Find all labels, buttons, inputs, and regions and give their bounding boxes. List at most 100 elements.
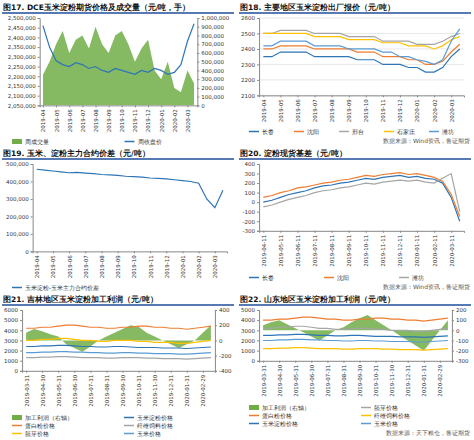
tick: 300,000	[6, 196, 33, 202]
legend: 加工利润（右轴）玉米淀粉价格蛋白粉价格纤维饲料价格胚芽价格玉米价格	[12, 414, 173, 437]
tick-label: 2019-07	[312, 99, 318, 122]
legend-item: 周成交量	[12, 138, 49, 145]
tick-label: 2019-10-31	[136, 375, 142, 407]
tick-label: -100	[243, 209, 256, 215]
tick: 2020-01	[180, 251, 186, 278]
tick-mark	[434, 231, 435, 233]
legend-item: 玉米淀粉-玉米主力合约价差	[12, 284, 99, 291]
tick: -300	[452, 358, 469, 364]
tick: 2020-01-31	[184, 371, 190, 407]
y-axis: -300-200-1000100200300400	[243, 161, 260, 234]
tick-mark	[257, 320, 259, 321]
tick: 2020-01-11	[414, 231, 420, 267]
tick-mark	[197, 79, 199, 80]
tick: 2020-02	[432, 95, 438, 122]
tick-mark	[257, 310, 259, 311]
tick: -200	[243, 219, 259, 225]
tick: 300,000	[197, 76, 224, 82]
tick: 400,000	[6, 179, 33, 185]
legend-swatch	[124, 417, 134, 419]
tick-mark	[38, 57, 40, 58]
tick-mark	[452, 330, 454, 331]
tick-label: 1000	[241, 348, 255, 354]
tick-mark	[199, 251, 200, 253]
tick: 400	[245, 161, 260, 167]
tick: 2019-05	[278, 95, 284, 122]
grid-line	[259, 18, 464, 19]
tick-mark	[215, 310, 217, 311]
tick-label: 2019-12-31	[405, 365, 411, 397]
tick-label: 2500	[241, 31, 255, 37]
tick-mark	[171, 371, 172, 373]
tick-mark	[360, 361, 361, 363]
legend-label: 蛋白粉价格	[25, 422, 55, 429]
tick: 2020-02	[196, 251, 202, 278]
line	[26, 352, 211, 355]
legend-label: 玉米价格	[137, 430, 161, 437]
tick: 500,000	[197, 59, 224, 65]
tick-label: 700,000	[201, 41, 224, 47]
tick: 3000	[4, 338, 22, 344]
tick: -400	[215, 368, 232, 374]
tick-mark	[257, 80, 259, 81]
legend: 玉米淀粉-玉米主力合约价差	[12, 284, 99, 291]
tick-label: 200,000	[201, 85, 224, 91]
legend-item: 沈阳	[324, 274, 349, 281]
tick-mark	[434, 95, 435, 97]
tick-label: 600,000	[201, 50, 224, 56]
tick: 2019-12	[145, 105, 151, 132]
legend-label: 加工利润（右轴）	[25, 414, 73, 422]
tick: 2019-05	[50, 251, 56, 278]
legend-label: 玉米淀粉价格	[137, 414, 173, 421]
tick: 2019-09	[346, 95, 352, 122]
tick: 2019-03-31	[261, 361, 267, 397]
tick-label: 4000	[241, 317, 255, 323]
line	[26, 338, 211, 343]
x-axis: 2019-03-312019-04-302019-05-312019-06-30…	[260, 361, 453, 397]
tick: 2019-08	[99, 251, 105, 278]
tick-mark	[20, 340, 22, 341]
legend: 长春沈阳邢台石家庄潍坊	[249, 128, 454, 135]
tick-mark	[197, 44, 199, 45]
tick-mark	[295, 361, 296, 363]
tick-label: 2019-05-31	[56, 375, 62, 407]
legend-swatch	[294, 131, 304, 133]
tick-mark	[166, 251, 167, 253]
legend-swatch	[324, 277, 334, 279]
legend-item: 加工利润（右轴）	[249, 404, 310, 412]
tick: 2019-06-11	[295, 231, 301, 267]
tick-mark	[37, 251, 38, 253]
tick-label: 2019-12	[145, 109, 151, 132]
tick-mark	[215, 340, 217, 341]
source: 数据来源：Wind资讯，鲁证期货	[383, 137, 470, 145]
legend-item: 蛋白粉价格	[249, 412, 292, 419]
x-axis: 2019-04-112019-05-112019-06-112019-07-11…	[260, 231, 465, 267]
plot-marks	[43, 24, 194, 106]
tick-label: 2019-06-30	[72, 374, 78, 406]
line	[263, 348, 448, 351]
title: 图19. 玉米、淀粉主力合约价差（元/吨）	[3, 148, 150, 158]
tick-label: 2019-09-11	[346, 235, 352, 267]
tick-mark	[38, 76, 40, 77]
tick-label: 2019-08	[329, 99, 335, 122]
tick-label: 2020-02	[196, 255, 202, 278]
tick: -100	[243, 209, 259, 215]
tick-label: 0	[252, 199, 256, 205]
tick-mark	[118, 251, 119, 253]
tick: 2300	[241, 62, 259, 68]
tick-label: 2020-03	[212, 255, 218, 278]
axis-line	[260, 361, 453, 363]
tick: 2500	[241, 31, 259, 37]
legend-label: 潍坊	[412, 274, 424, 281]
tick-mark	[424, 361, 425, 363]
tick: 2019-12-11	[397, 231, 403, 267]
line	[263, 30, 459, 44]
legend-item: 长春	[249, 274, 274, 281]
plot-marks	[26, 325, 211, 359]
tick: 2,350,000	[8, 44, 40, 50]
plot-marks	[37, 169, 223, 207]
legend: 周成交量周收盘价	[12, 138, 162, 145]
legend-swatch	[12, 139, 22, 144]
tick-mark	[257, 193, 259, 194]
tick-mark	[366, 95, 367, 97]
